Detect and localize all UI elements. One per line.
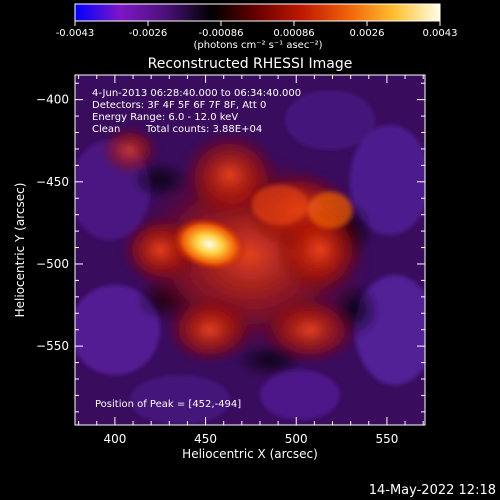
y-tick-label: −500 bbox=[36, 257, 69, 271]
footer-timestamp: 14-May-2022 12:18 bbox=[369, 483, 496, 498]
colorbar-tick-label: -0.00086 bbox=[199, 28, 244, 39]
energy-range-text: Energy Range: 6.0 - 12.0 keV bbox=[92, 112, 238, 123]
y-axis-label: Heliocentric Y (arcsec) bbox=[13, 183, 27, 318]
x-tick-label: 500 bbox=[285, 432, 308, 446]
colorbar-tick-label: -0.0043 bbox=[56, 28, 95, 39]
peak-source bbox=[171, 217, 247, 272]
x-tick-label: 450 bbox=[194, 432, 217, 446]
x-tick-label: 550 bbox=[375, 432, 398, 446]
time-range-text: 4-Jun-2013 06:28:40.000 to 06:34:40.000 bbox=[92, 88, 301, 99]
peak-position-text: Position of Peak = [452,-494] bbox=[95, 399, 241, 410]
y-tick-label: −400 bbox=[36, 93, 69, 107]
y-tick-label: −450 bbox=[36, 175, 69, 189]
colorbar-ticks: -0.0043 -0.0026 -0.00086 0.00086 0.0026 0.004… bbox=[56, 21, 458, 39]
plot-frame bbox=[74, 74, 426, 426]
colorbar-tick-label: -0.0026 bbox=[129, 28, 168, 39]
heatmap-image bbox=[75, 75, 425, 425]
total-counts-text: Total counts: 3.88E+04 bbox=[145, 124, 262, 135]
colorbar-tick-label: 0.00086 bbox=[273, 28, 314, 39]
axis-ticks: 400 450 500 550 −400 −450 −500 −550 bbox=[36, 75, 425, 446]
colorbar-tick-label: 0.0026 bbox=[350, 28, 385, 39]
x-axis-label: Heliocentric X (arcsec) bbox=[182, 447, 318, 461]
colorbar-unit-label: (photons cm⁻² s⁻¹ asec⁻²) bbox=[193, 40, 322, 51]
x-tick-label: 400 bbox=[103, 432, 126, 446]
colorbar-tick-label: 0.0043 bbox=[423, 28, 458, 39]
y-tick-label: −550 bbox=[36, 339, 69, 353]
chart-title: Reconstructed RHESSI Image bbox=[148, 56, 353, 72]
method-text: Clean bbox=[92, 124, 120, 135]
detectors-text: Detectors: 3F 4F 5F 6F 7F 8F, Att 0 bbox=[92, 100, 266, 111]
colorbar bbox=[74, 3, 441, 22]
